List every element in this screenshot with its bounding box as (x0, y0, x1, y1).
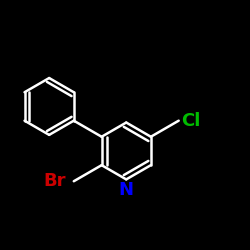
Text: Cl: Cl (181, 112, 201, 130)
Text: N: N (119, 180, 134, 198)
Text: Br: Br (44, 172, 66, 190)
